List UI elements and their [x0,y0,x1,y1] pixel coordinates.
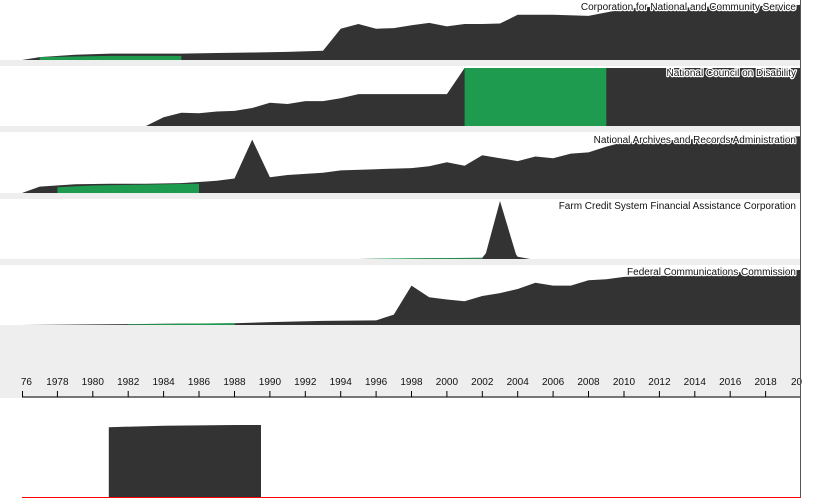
tick-label: 1994 [330,377,353,388]
highlight-area [358,258,483,259]
tick-label: 2008 [577,377,600,388]
context-area [108,425,261,497]
panel-separator [0,193,800,199]
panel-area [22,4,801,60]
panel-title: National Archives and Records Administra… [594,135,796,146]
panel-3: Farm Credit System Financial Assistance … [0,200,800,265]
tick-label: 2014 [684,377,707,388]
panel-area [358,201,531,259]
tick-label: 2018 [754,377,777,388]
highlight-area [128,323,235,325]
panel-0: Corporation for National and Community S… [0,1,801,66]
tick-label: 1998 [400,377,423,388]
panel-1: National Council on Disability [0,67,801,132]
tick-label: 20 [791,377,803,388]
panel-area [22,136,801,193]
panel-title: National Council on Disability [666,68,796,79]
panel-4: Federal Communications Commission [0,266,801,331]
tick-label: 2002 [471,377,494,388]
tick-label: 1984 [152,377,175,388]
tick-label: 2004 [507,377,530,388]
tick-label: 2000 [436,377,459,388]
tick-label: 1996 [365,377,388,388]
tick-label: 2006 [542,377,565,388]
tick-label: 1978 [46,377,69,388]
panel-area [22,269,801,325]
panel-title: Corporation for National and Community S… [581,2,797,13]
tick-label: 1986 [188,377,211,388]
tick-label: 1982 [117,377,140,388]
tick-label: 1990 [259,377,282,388]
panel-separator [0,259,800,265]
highlight-area [39,55,182,60]
highlight-area [57,183,200,193]
tick-label: 1980 [82,377,105,388]
tick-label: 76 [21,377,33,388]
panel-title: Federal Communications Commission [627,267,796,278]
panel-separator [0,126,800,132]
tick-label: 2012 [648,377,671,388]
context-brush-chart[interactable] [22,0,801,498]
panel-2: National Archives and Records Administra… [0,134,801,199]
empty-panel-area [0,330,800,398]
panels: Corporation for National and Community S… [0,1,801,331]
tick-label: 1988 [223,377,246,388]
highlight-area [464,68,607,126]
tick-label: 2010 [613,377,636,388]
tick-label: 1992 [294,377,317,388]
panel-separator [0,325,800,331]
x-axis: 76 1978 1980 1982 1984 1986 1988 1990 1992 1994 19… [21,377,803,398]
panel-separator [0,60,800,66]
tick-label: 2016 [719,377,742,388]
panel-title: Farm Credit System Financial Assistance … [559,201,796,212]
